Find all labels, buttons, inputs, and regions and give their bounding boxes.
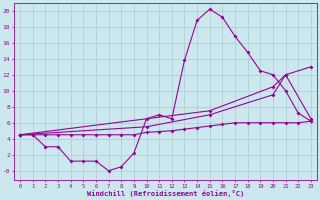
X-axis label: Windchill (Refroidissement éolien,°C): Windchill (Refroidissement éolien,°C) <box>87 190 244 197</box>
